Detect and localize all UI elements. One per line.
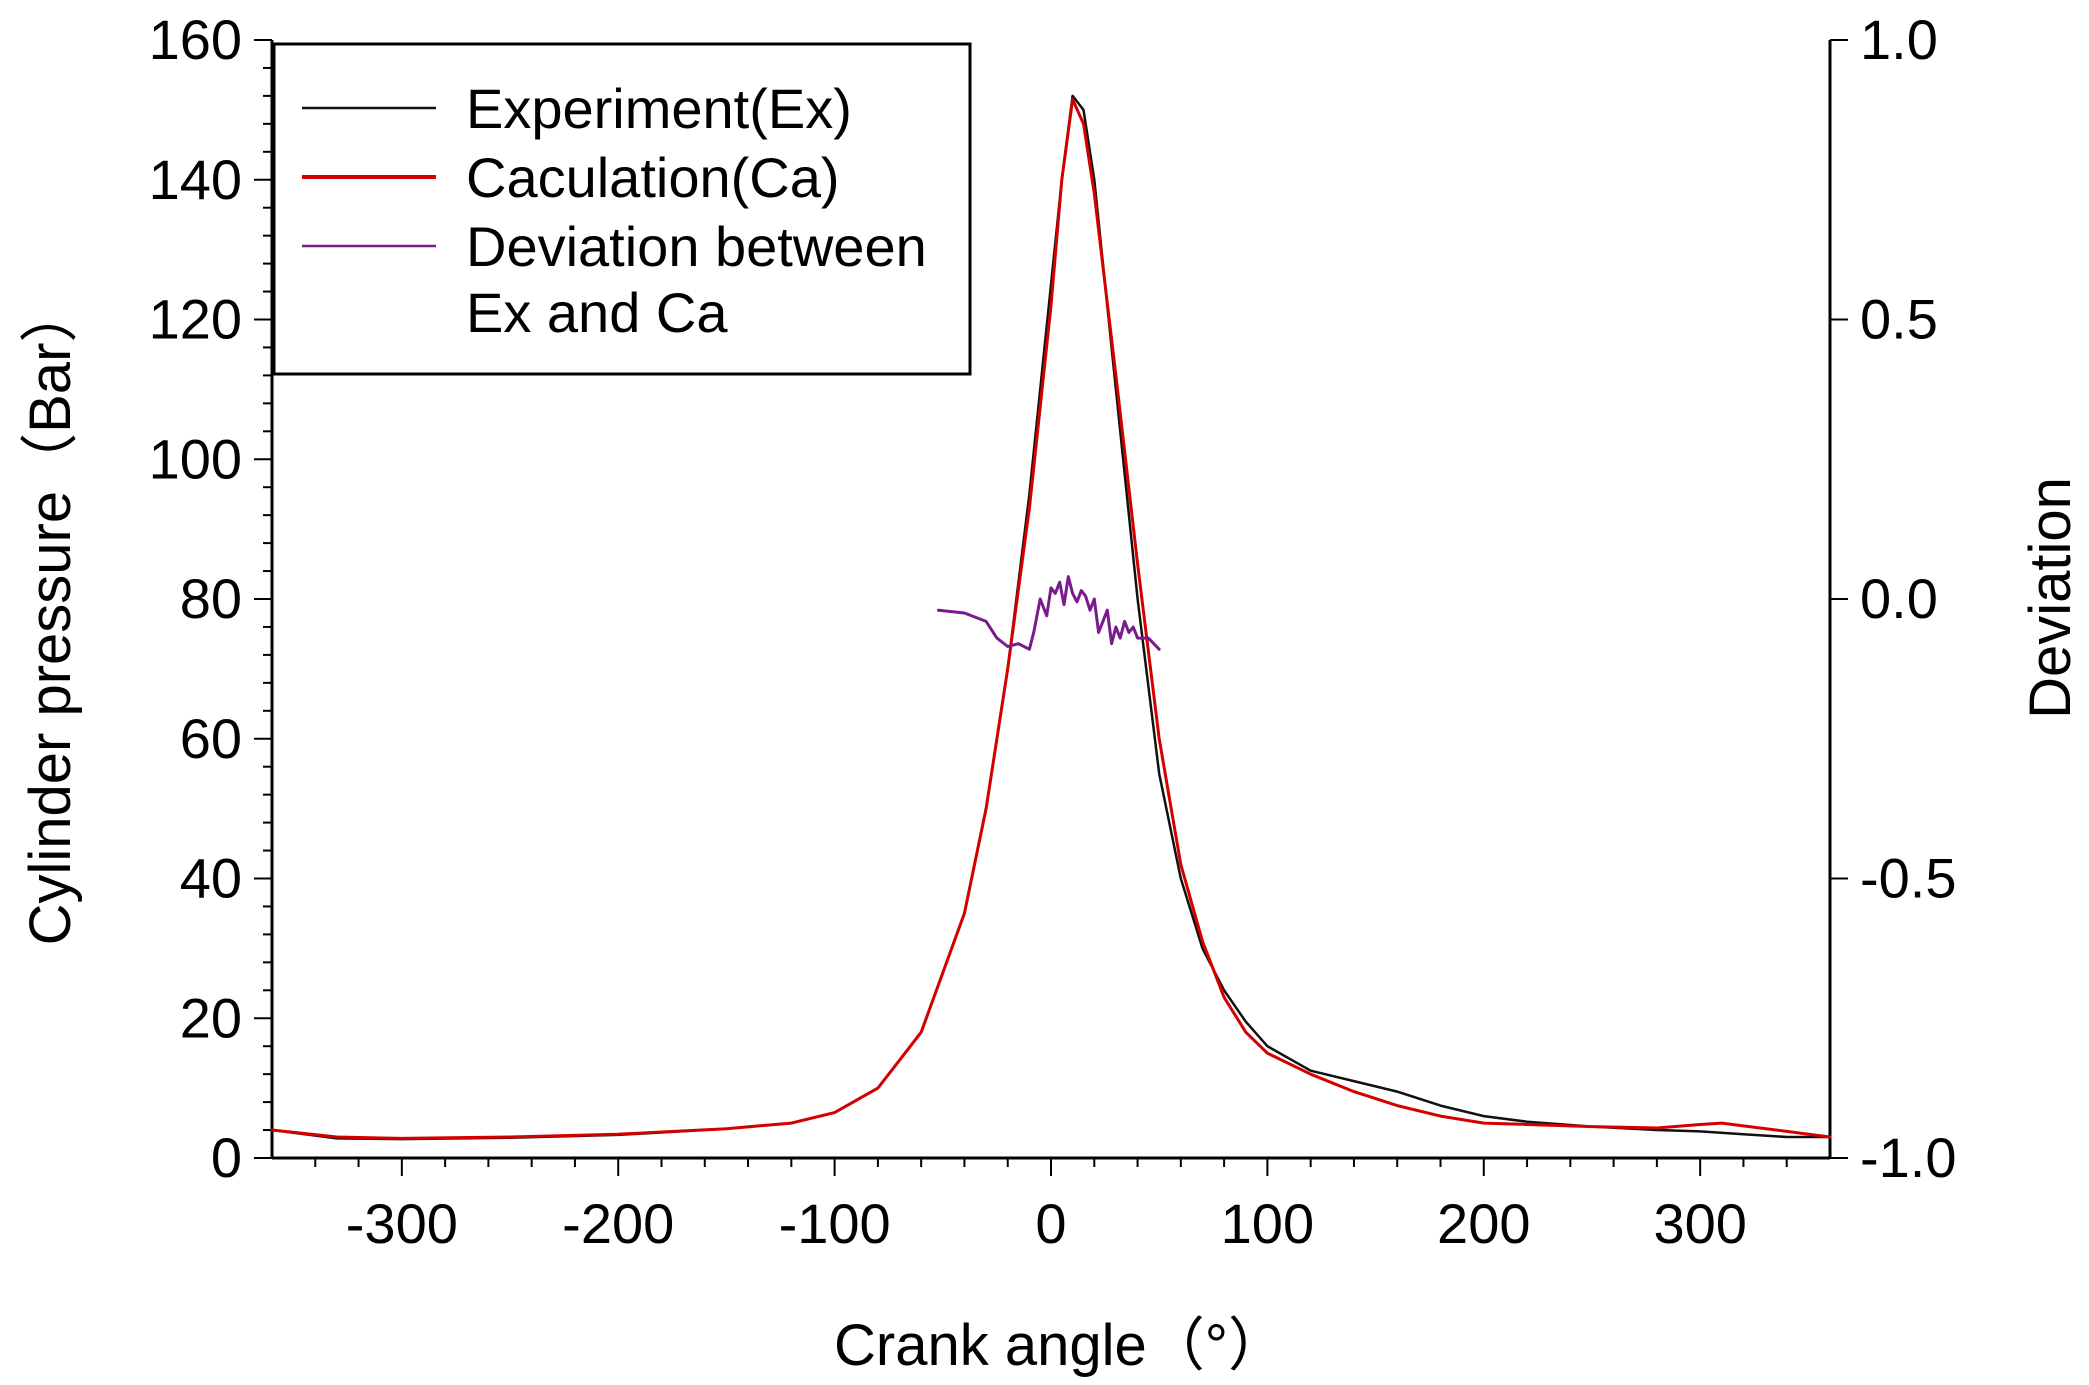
series-line-calculation	[270, 97, 1832, 1140]
y2-tick-label: -0.5	[1860, 847, 1957, 910]
y2-tick-label: 1.0	[1860, 8, 1938, 71]
y2-axis-ticks: -1.0 -0.5 0.0 0.5 1.0	[1830, 8, 1957, 1189]
x-tick-label: 200	[1437, 1192, 1530, 1255]
x-tick-label: 100	[1221, 1192, 1314, 1255]
y-tick-label: 100	[149, 427, 242, 490]
legend-label-experiment: Experiment(Ex)	[466, 77, 852, 140]
y-tick-label: 160	[149, 8, 242, 71]
legend-label-deviation-cont: Ex and Ca	[466, 281, 728, 344]
y-tick-label: 80	[180, 567, 242, 630]
x-tick-label: 0	[1035, 1192, 1066, 1255]
y2-tick-label: -1.0	[1860, 1126, 1957, 1189]
y-tick-label: 0	[211, 1126, 242, 1189]
legend-label-deviation: Deviation between	[466, 215, 927, 278]
x-tick-label: -300	[346, 1192, 458, 1255]
legend: Experiment(Ex) Caculation(Ca) Deviation …	[272, 42, 972, 376]
y2-tick-label: 0.5	[1860, 288, 1938, 351]
y-tick-label: 120	[149, 288, 242, 351]
y-tick-label: 60	[180, 707, 242, 770]
series-line-deviation	[937, 575, 1161, 651]
x-tick-label: 300	[1653, 1192, 1746, 1255]
legend-label-calculation: Caculation(Ca)	[466, 146, 840, 209]
y-axis-ticks: 0 20 40 60 80 100 120 140 160	[149, 8, 272, 1189]
y-tick-label: 140	[149, 148, 242, 211]
x-tick-label: -200	[562, 1192, 674, 1255]
x-tick-label: -100	[779, 1192, 891, 1255]
y-tick-label: 40	[180, 847, 242, 910]
legend-box	[272, 42, 972, 376]
series-layer	[270, 94, 1832, 1141]
y-tick-label: 20	[180, 986, 242, 1049]
x-axis-title: Crank angle（°）	[834, 1313, 1286, 1378]
y-axis-title: Cylinder pressure（Bar）	[18, 285, 83, 946]
y2-axis-title: Deviation	[2018, 477, 2083, 719]
x-axis-ticks: -300 -200 -100 0 100 200 300	[314, 1158, 1788, 1255]
y2-tick-label: 0.0	[1860, 567, 1938, 630]
